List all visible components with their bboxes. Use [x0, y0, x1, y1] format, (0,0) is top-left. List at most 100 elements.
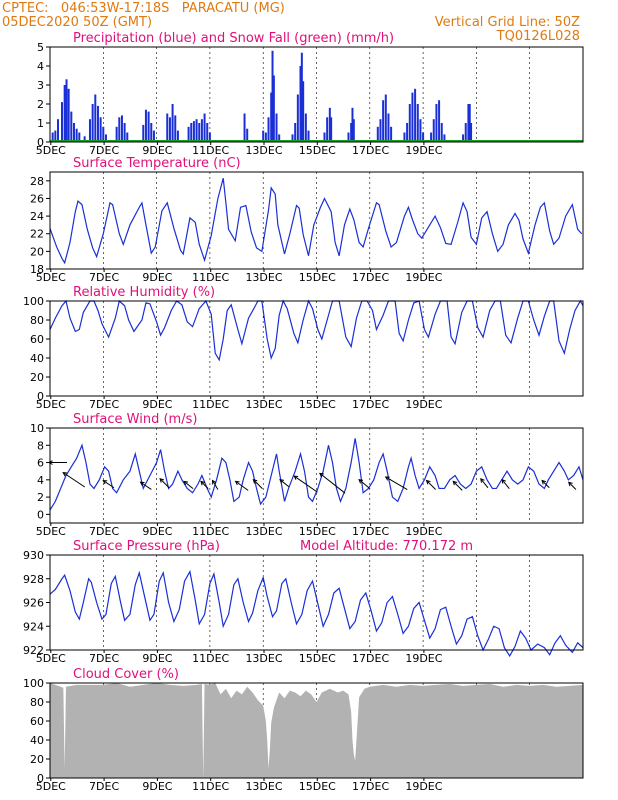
x-tick-label: 19DEC: [405, 398, 442, 411]
wind-arrow-head: [200, 480, 205, 486]
wind-arrow-head: [234, 480, 240, 486]
precipitation-bar: [54, 130, 57, 142]
precipitation-bar: [438, 100, 441, 142]
x-tick-label: 17DEC: [352, 398, 389, 411]
precipitation-bar: [419, 119, 422, 142]
x-tick-label: 15DEC: [299, 271, 336, 284]
wind-arrow: [200, 481, 209, 489]
y-tick-label: 0: [37, 772, 44, 785]
wind-arrow-head: [139, 481, 145, 487]
wind-arrow: [235, 480, 249, 491]
panel-title: Cloud Cover (%): [73, 667, 179, 682]
wind-arrow-head: [568, 481, 573, 487]
precipitation-bar: [206, 123, 209, 142]
x-tick-label: 19DEC: [405, 652, 442, 665]
precipitation-bar: [144, 109, 147, 142]
precipitation-bar: [262, 130, 265, 142]
x-tick-label: 9DEC: [142, 652, 172, 665]
wind-arrow: [293, 475, 318, 493]
y-tick-label: 1: [37, 117, 44, 130]
panel-title: Surface Pressure (hPa): [73, 539, 220, 554]
precipitation-bar: [243, 113, 246, 142]
precipitation-bar: [323, 132, 326, 142]
precipitation-bar: [443, 134, 446, 142]
x-tick-label: 9DEC: [142, 271, 172, 284]
panel-6: Cloud Cover (%) 0 20 40 60 80 100 5DEC 7DEC 9DEC 1…: [23, 667, 584, 793]
precipitation-bar: [411, 92, 414, 142]
x-tick-label: 13DEC: [245, 780, 282, 793]
x-tick-label: 19DEC: [405, 271, 442, 284]
y-tick-label: 4: [37, 474, 44, 487]
x-tick-label: 5DEC: [36, 780, 66, 793]
panel-frame: [49, 682, 584, 779]
precipitation-bar: [208, 132, 211, 142]
precipitation-bar: [152, 130, 155, 142]
x-tick-label: 5DEC: [36, 398, 66, 411]
wind-arrow-head: [480, 477, 485, 483]
y-tick-label: 3: [37, 79, 44, 92]
precipitation-bar: [278, 134, 281, 142]
panel-frame: [49, 427, 584, 524]
x-tick-label: 7DEC: [89, 398, 119, 411]
precipitation-bar: [118, 117, 121, 142]
wind-arrow-head: [501, 478, 506, 484]
x-tick-label: 9DEC: [142, 780, 172, 793]
precipitation-bar: [104, 134, 107, 142]
x-tick-label: 11DEC: [192, 271, 229, 284]
y-tick-label: 100: [23, 295, 44, 308]
precipitation-bar: [120, 115, 123, 142]
x-tick-label: 17DEC: [352, 652, 389, 665]
x-tick-label: 11DEC: [192, 652, 229, 665]
precipitation-bar: [299, 66, 302, 142]
precipitation-bar: [147, 111, 150, 142]
precipitation-bar: [330, 117, 333, 142]
precipitation-bar: [187, 126, 190, 142]
wind-arrow: [102, 480, 115, 489]
panel-frame: [49, 300, 584, 397]
precipitation-bar: [195, 119, 198, 142]
x-tick-label: 11DEC: [192, 398, 229, 411]
x-tick-label: 15DEC: [299, 525, 336, 538]
precipitation-bar: [468, 104, 471, 142]
panel-5: Surface Pressure (hPa) Model Altitude: 77…: [23, 539, 584, 665]
wind-arrow: [319, 472, 346, 494]
header-model-id: TQ0126L028: [496, 29, 580, 44]
precipitation-bar: [272, 75, 275, 142]
y-tick-label: 2: [37, 98, 44, 111]
y-tick-label: 0: [37, 136, 44, 149]
precipitation-bar: [275, 113, 278, 142]
precipitation-bar: [350, 123, 353, 142]
precipitation-bar: [422, 132, 425, 142]
precipitation-bar: [328, 107, 331, 142]
header-run-time: 05DEC2020 50Z (GMT): [2, 15, 153, 30]
precipitation-bar: [347, 132, 350, 142]
wind-arrow: [426, 480, 436, 490]
y-tick-label: 10: [30, 422, 44, 435]
y-tick-label: 22: [30, 228, 44, 241]
wind-arrow-head: [211, 479, 217, 485]
y-tick-label: 80: [30, 696, 44, 709]
precipitation-bar: [75, 128, 78, 142]
wind-arrow: [183, 481, 194, 489]
x-tick-label: 15DEC: [299, 144, 336, 157]
precipitation-bar: [70, 111, 73, 142]
y-tick-label: 5: [37, 41, 44, 54]
wind-arrow-head: [319, 472, 324, 478]
wind-arrow-head: [102, 479, 108, 485]
precipitation-bar: [379, 119, 382, 142]
precipitation-bar: [462, 134, 465, 142]
y-tick-label: 4: [37, 60, 44, 73]
series-line: [49, 178, 583, 265]
panel-title: Surface Temperature (nC): [73, 156, 241, 171]
wind-arrow-head: [183, 480, 189, 486]
wind-arrow-head: [252, 478, 258, 484]
wind-arrow: [501, 479, 510, 489]
x-tick-label: 15DEC: [299, 398, 336, 411]
x-tick-label: 17DEC: [352, 780, 389, 793]
precipitation-bar: [351, 107, 354, 142]
y-tick-label: 926: [23, 597, 44, 610]
precipitation-bar: [203, 113, 206, 142]
series-line: [49, 569, 584, 658]
y-tick-label: 100: [23, 677, 44, 690]
x-tick-label: 7DEC: [89, 271, 119, 284]
